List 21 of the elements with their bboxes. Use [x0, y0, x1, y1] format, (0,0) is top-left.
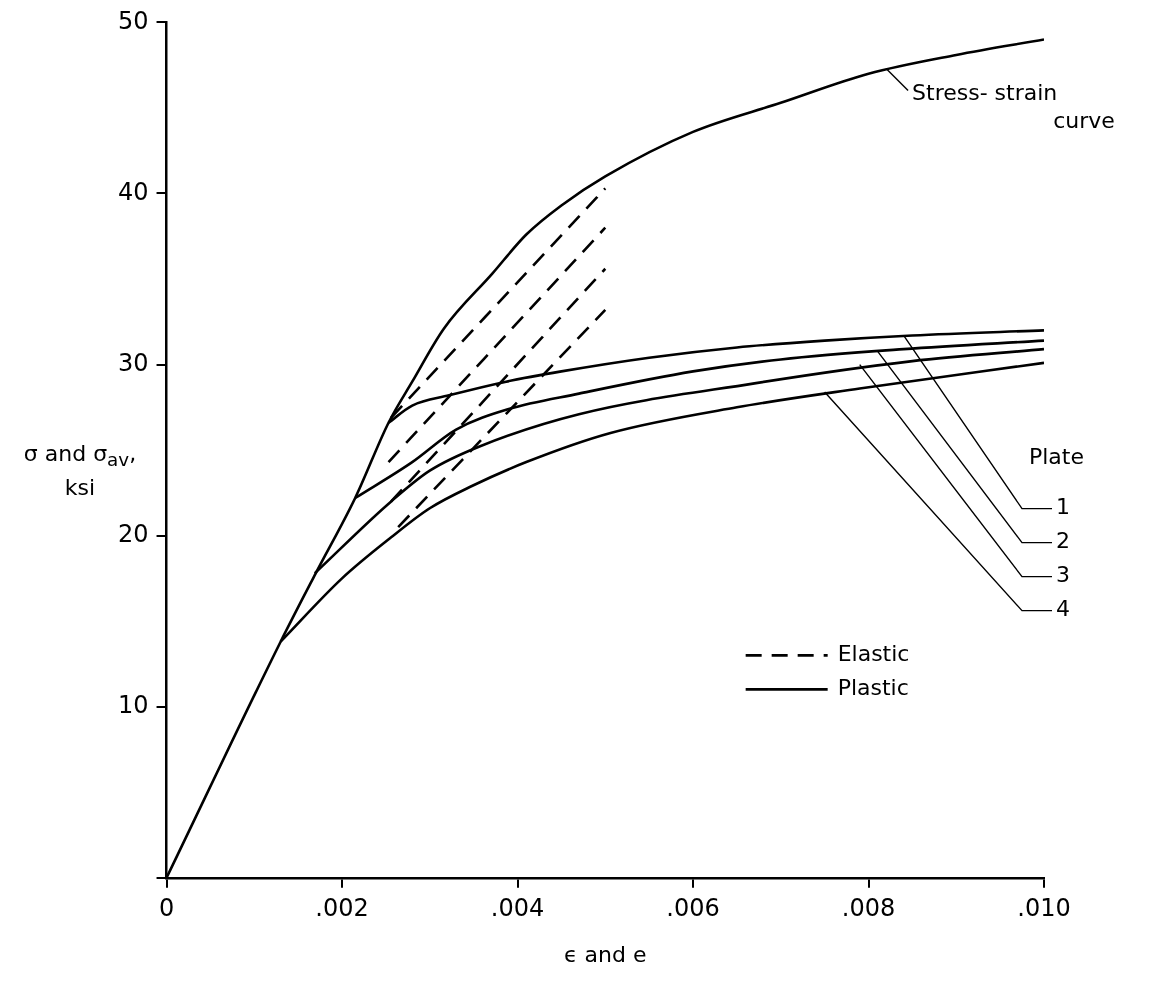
x-tick-label: .006 — [666, 894, 720, 923]
annotation: 4 — [1056, 596, 1070, 622]
y-tick-label: 20 — [117, 519, 149, 548]
y-tick-label: 40 — [117, 177, 149, 206]
x-tick-label: .004 — [490, 894, 545, 923]
x-tick-label: .010 — [1017, 894, 1071, 923]
annotation: 1 — [1056, 494, 1070, 520]
legend-label: Plastic — [837, 675, 909, 701]
x-tick-label: .008 — [841, 894, 896, 923]
annotation: 2 — [1056, 528, 1070, 554]
y-tick-label: 30 — [117, 348, 149, 377]
y-tick-label: 10 — [117, 690, 149, 719]
annotation: 3 — [1056, 562, 1070, 588]
text: σ and σ$_{av}$, ksi — [23, 441, 137, 501]
x-tick-label: 0 — [158, 894, 175, 923]
annotation: Stress- strain curve — [912, 80, 1115, 134]
y-tick-label: 50 — [117, 6, 149, 35]
x-axis-title: ϵ and e — [564, 941, 647, 967]
legend-label: Elastic — [837, 641, 910, 667]
annotation: Plate — [1028, 444, 1084, 470]
x-tick-label: .002 — [315, 894, 369, 923]
